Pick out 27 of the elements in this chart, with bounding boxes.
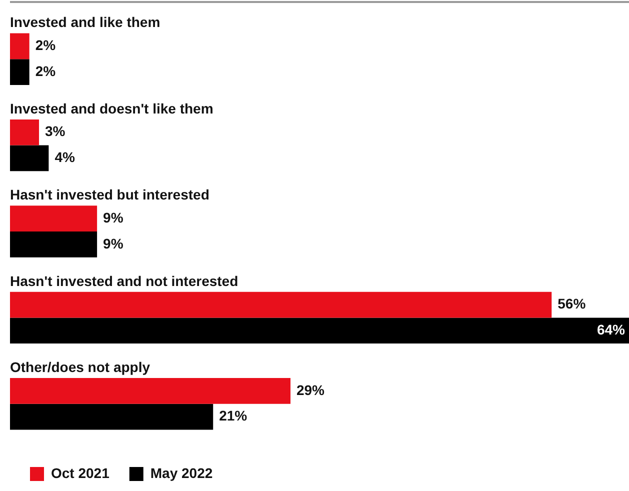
y-tick-label: Hasn't invested but interested [10, 186, 210, 203]
bar [10, 206, 98, 232]
bar [10, 404, 214, 430]
data-label: 9% [103, 209, 124, 226]
data-label: 9% [103, 235, 124, 252]
bar [10, 145, 49, 172]
data-label: 3% [45, 123, 66, 140]
data-label: 2% [35, 37, 56, 54]
bar [10, 119, 40, 146]
bar [10, 378, 290, 404]
bar [10, 59, 30, 85]
data-label: 64% [596, 321, 626, 338]
data-label: 56% [558, 296, 586, 312]
bar [10, 232, 98, 258]
y-tick-label: Hasn't invested and not interested [10, 272, 238, 289]
y-tick-label: Other/does not apply [10, 359, 150, 376]
data-label: 2% [35, 62, 56, 79]
bar [10, 318, 629, 344]
bar [10, 292, 552, 318]
data-label: 4% [54, 149, 76, 166]
y-tick-label: Invested and doesn't like them [10, 100, 214, 116]
data-label: 29% [296, 382, 326, 398]
bar [10, 33, 30, 60]
data-label: 21% [219, 408, 248, 424]
legend-label: Oct 2021 [51, 464, 110, 481]
y-tick-label: Invested and like them [10, 14, 160, 30]
legend-label: May 2022 [150, 464, 213, 481]
